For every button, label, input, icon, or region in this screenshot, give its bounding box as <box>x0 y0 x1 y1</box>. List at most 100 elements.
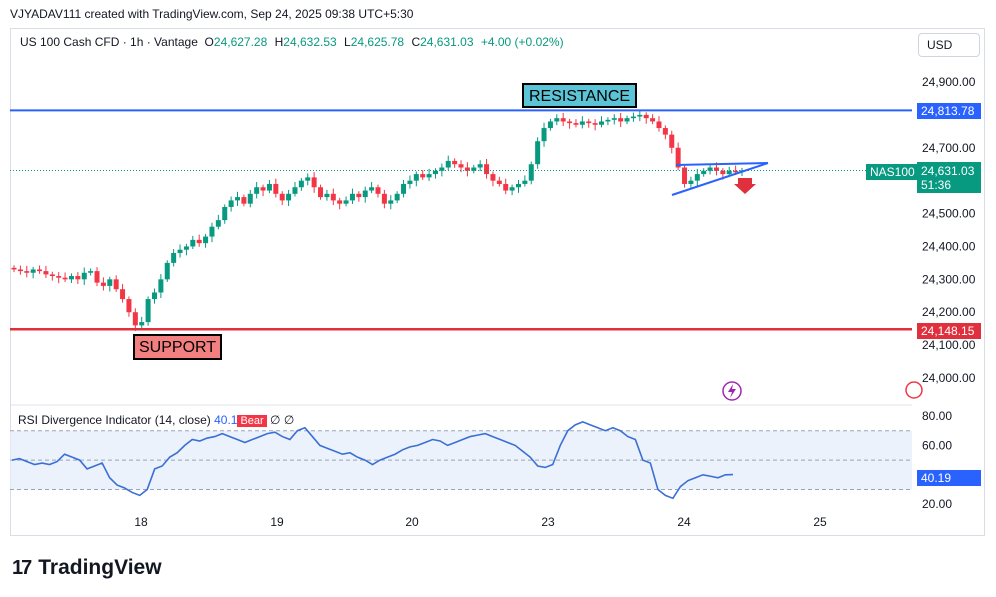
candle-body <box>75 276 81 280</box>
candle-body <box>656 121 662 129</box>
candle-body <box>337 200 343 204</box>
open-label: O <box>204 35 214 49</box>
candle-body <box>407 180 413 184</box>
candle-body <box>547 121 553 129</box>
currency-button[interactable]: USD <box>918 33 980 57</box>
candle-body <box>420 174 426 178</box>
candle-body <box>560 118 566 122</box>
candle-body <box>599 121 605 125</box>
candle-body <box>88 271 94 273</box>
symbol-name: US 100 Cash CFD · 1h · Vantage <box>20 35 198 49</box>
candle-body <box>477 164 483 168</box>
candle-body <box>209 226 215 237</box>
candle-body <box>675 147 681 168</box>
candle-body <box>24 271 30 273</box>
candle-body <box>113 279 119 290</box>
price-tick-label: 24,400.00 <box>922 239 976 253</box>
price-axis: 24,900.00 24,700.00 24,500.00 24,400.00 24,3… <box>922 75 976 385</box>
time-tick-label: 20 <box>405 515 419 529</box>
lightning-bolt-icon <box>728 384 736 398</box>
candle-body <box>573 123 579 125</box>
time-axis: 18 19 20 23 24 25 <box>134 515 827 529</box>
candle-body <box>164 262 170 280</box>
candle-body <box>298 180 304 188</box>
time-tick-label: 23 <box>541 515 555 529</box>
candle-body <box>439 167 445 171</box>
candle-body <box>618 118 624 122</box>
candle-body <box>611 118 617 120</box>
symbol-price-tag: NAS100 <box>866 164 919 180</box>
candle-body <box>177 249 183 254</box>
candle-body <box>413 174 419 181</box>
price-tick-label: 24,300.00 <box>922 272 976 286</box>
candle-body <box>630 116 636 119</box>
candle-body <box>432 170 438 175</box>
triangle-pattern <box>671 162 769 196</box>
candle-body <box>279 193 285 201</box>
candle-body <box>503 183 509 191</box>
candle-body <box>266 183 272 191</box>
candle-body <box>260 187 266 191</box>
candle-body <box>107 279 113 286</box>
candle-body <box>707 167 713 171</box>
candle-body <box>222 206 228 221</box>
candle-body <box>62 277 68 280</box>
candle-body <box>343 200 349 204</box>
candle-body <box>528 164 534 181</box>
support-resistance-lines <box>10 109 912 331</box>
candle-body <box>586 121 592 124</box>
candle-body <box>151 292 157 300</box>
candle-body <box>292 187 298 194</box>
tradingview-logo[interactable]: 17 TradingView <box>12 556 162 580</box>
chart-decorations <box>722 381 923 401</box>
candle-body <box>247 193 253 204</box>
candle-body <box>43 271 49 275</box>
change-value: +4.00 (+0.02%) <box>480 35 564 49</box>
candle-body <box>445 160 451 168</box>
candle-body <box>388 200 394 204</box>
candle-body <box>541 128 547 142</box>
candle-body <box>17 269 23 272</box>
rsi-extra: ∅ ∅ <box>270 413 295 427</box>
candle-body <box>381 193 387 204</box>
current-price-value: 24,631.03 <box>921 164 975 178</box>
support-label: SUPPORT <box>133 334 223 360</box>
time-tick-label: 24 <box>677 515 691 529</box>
candle-body <box>171 253 177 263</box>
price-tick-label: 24,200.00 <box>922 305 976 319</box>
candle-body <box>190 239 196 247</box>
lightning-icon <box>722 381 742 401</box>
candle-body <box>426 174 432 178</box>
rsi-series-line <box>11 421 734 500</box>
candle-body <box>592 123 598 125</box>
candle-body <box>356 193 362 198</box>
candle-body <box>349 193 355 201</box>
candle-body <box>132 312 138 326</box>
candle-body <box>464 167 470 171</box>
tradingview-mark-icon: 17 <box>12 556 32 579</box>
candle-body <box>509 187 515 191</box>
low-value: 24,625.78 <box>350 35 405 49</box>
triangle-upper-line <box>675 162 769 166</box>
candle-body <box>330 193 336 201</box>
bear-badge: Bear <box>237 415 267 427</box>
candle-body <box>733 170 739 173</box>
time-tick-label: 18 <box>134 515 148 529</box>
candle-body <box>701 170 707 175</box>
chart-credit: VJYADAV111 created with TradingView.com,… <box>10 7 414 21</box>
price-tick-label: 24,100.00 <box>922 338 976 352</box>
candle-body <box>37 269 43 272</box>
candle-body <box>471 167 477 171</box>
candle-body <box>650 118 656 122</box>
resistance-label: RESISTANCE <box>522 83 638 108</box>
candle-body <box>662 128 668 135</box>
candle-body <box>394 193 400 201</box>
candle-body <box>726 170 732 175</box>
candle-body <box>254 187 260 194</box>
candle-body <box>235 197 241 201</box>
low-label: L <box>344 35 351 49</box>
rsi-line <box>11 421 734 500</box>
bar-countdown: 51:36 <box>921 178 952 192</box>
time-tick-label: 19 <box>270 515 284 529</box>
